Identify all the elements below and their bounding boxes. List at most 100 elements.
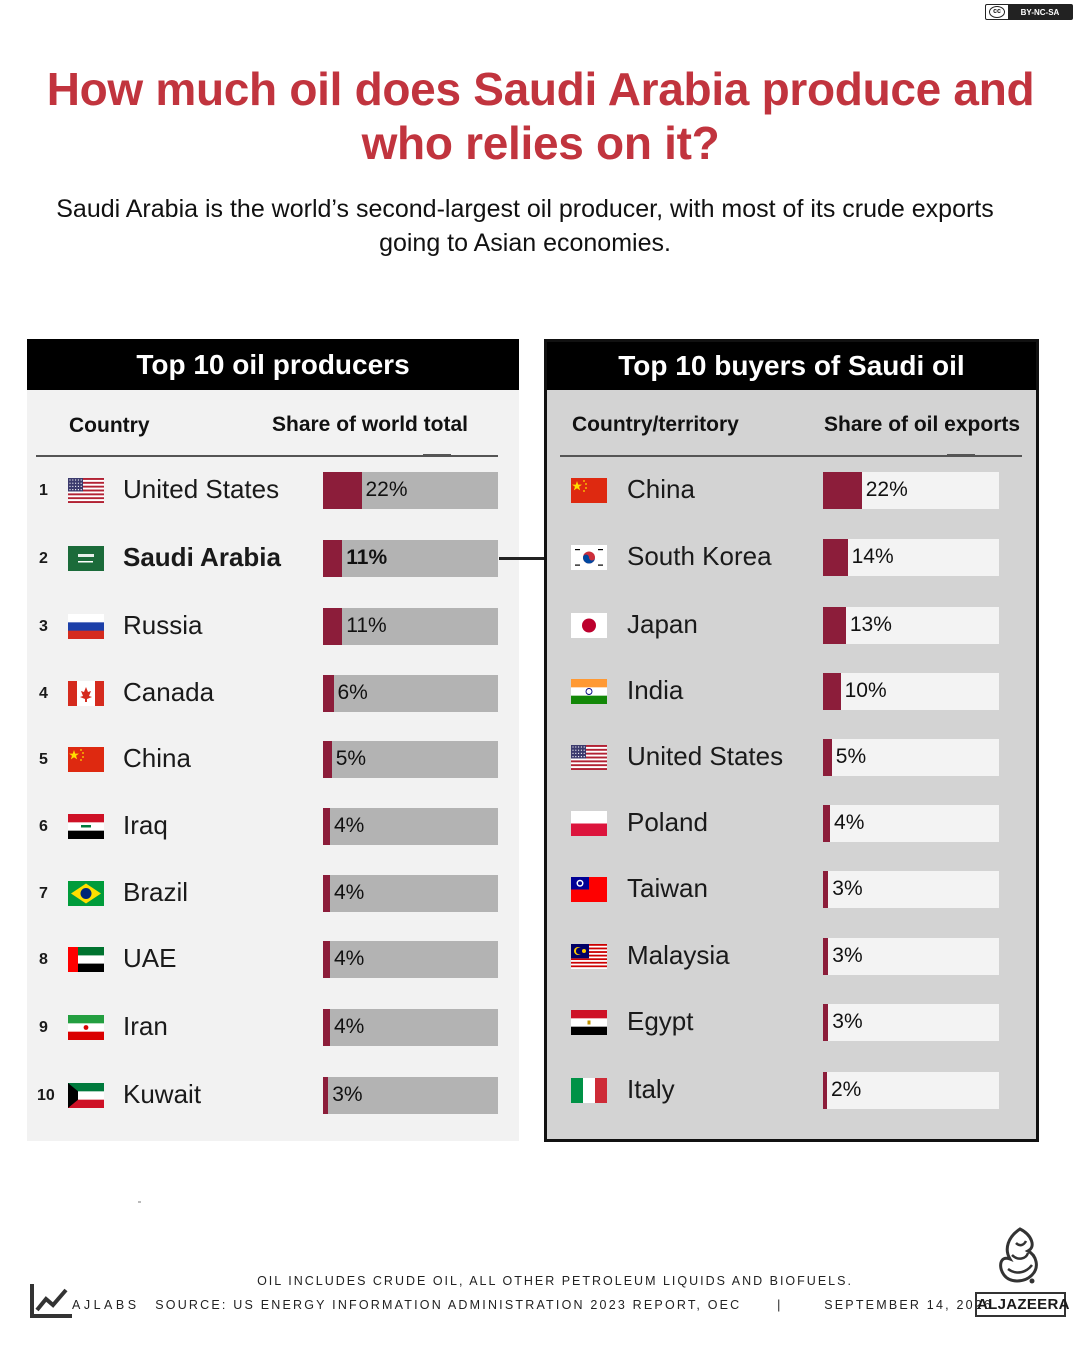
- share-label: 6%: [337, 681, 368, 704]
- japan-flag-icon: [571, 613, 607, 638]
- producer-row: 4 Canada 6%: [0, 674, 1081, 714]
- rank-number: 5: [39, 751, 48, 768]
- source-text: SOURCE: US ENERGY INFORMATION ADMINISTRA…: [155, 1298, 742, 1312]
- country-name: Canada: [123, 677, 215, 707]
- canada-flag-icon: [68, 681, 104, 706]
- bar-track: 3%: [323, 1077, 498, 1114]
- rank-number: 10: [37, 1087, 55, 1104]
- buyer-row: Italy 2%: [0, 1071, 1081, 1111]
- bar-track: 4%: [323, 808, 498, 845]
- uae-flag-icon: [68, 947, 104, 972]
- producer-row: 6 Iraq 4%: [0, 807, 1081, 847]
- russia-flag-icon: [68, 614, 104, 639]
- bar-track: 3%: [823, 1004, 999, 1041]
- producers-share-header: Share of world total: [272, 413, 469, 436]
- saudi-flag-icon: [68, 546, 104, 571]
- country-name: United States: [627, 741, 784, 771]
- country-name: India: [627, 675, 684, 705]
- share-label: 4%: [334, 881, 365, 904]
- rank-number: 4: [39, 685, 48, 702]
- bar-fill: [323, 472, 362, 509]
- bar-track: 11%: [323, 608, 498, 645]
- buyers-panel-title: Top 10 buyers of Saudi oil: [547, 342, 1036, 390]
- publish-date: SEPTEMBER 14, 2026: [824, 1298, 994, 1312]
- bar-fill: [823, 1004, 829, 1041]
- bar-fill: [823, 938, 829, 975]
- us-flag-icon: [68, 478, 104, 503]
- kuwait-flag-icon: [68, 1083, 104, 1108]
- bar-fill: [823, 871, 829, 908]
- producer-row: 9 Iran 4%: [0, 1008, 1081, 1048]
- share-label: 14%: [851, 545, 894, 568]
- share-label: 11%: [346, 614, 387, 637]
- bar-track: 10%: [823, 673, 999, 710]
- brazil-flag-icon: [68, 881, 104, 906]
- rank-number: 8: [39, 951, 48, 968]
- bar-fill: [823, 539, 848, 576]
- buyers-share-header: Share of oil exports: [824, 413, 1021, 436]
- bar-track: 4%: [823, 805, 999, 842]
- bar-track: 5%: [323, 741, 498, 778]
- producer-row: 10 Kuwait 3%: [0, 1076, 1081, 1116]
- share-label: 22%: [365, 478, 408, 501]
- iran-flag-icon: [68, 1015, 104, 1040]
- share-label: 4%: [834, 811, 865, 834]
- bar-track: 3%: [823, 938, 999, 975]
- bar-track: 13%: [823, 607, 999, 644]
- rank-number: 6: [39, 818, 48, 835]
- buyer-row: Poland 4%: [0, 804, 1081, 844]
- buyer-row: South Korea 14%: [0, 538, 1081, 578]
- bar-fill: [323, 608, 343, 645]
- rank-number: 3: [39, 618, 48, 635]
- buyer-row: India 10%: [0, 672, 1081, 712]
- india-flag-icon: [571, 679, 607, 704]
- share-label: 4%: [334, 1015, 365, 1038]
- bar-track: 4%: [323, 1009, 498, 1046]
- country-name: Italy: [627, 1074, 675, 1104]
- country-name: South Korea: [627, 541, 772, 571]
- share-label: 4%: [334, 947, 365, 970]
- poland-flag-icon: [571, 811, 607, 836]
- bar-track: 3%: [823, 871, 999, 908]
- page-subtitle: Saudi Arabia is the world’s second-large…: [56, 195, 994, 257]
- producer-row: 8 UAE 4%: [0, 940, 1081, 980]
- creative-commons-icon: cc: [989, 6, 1005, 18]
- bar-fill: [823, 1072, 827, 1109]
- share-label: 22%: [865, 478, 908, 501]
- bar-fill: [323, 675, 334, 712]
- producer-row: 5 China 5%: [0, 740, 1081, 780]
- country-name: Taiwan: [627, 873, 708, 903]
- bar-track: 11%: [323, 540, 498, 577]
- taiwan-flag-icon: [571, 877, 607, 902]
- rank-number: 9: [39, 1019, 48, 1036]
- license-text: BY-NC-SA: [1008, 5, 1072, 19]
- bar-track: 2%: [823, 1072, 999, 1109]
- egypt-flag-icon: [571, 1010, 607, 1035]
- buyer-row: Malaysia 3%: [0, 937, 1081, 977]
- producers-header-rule-accent: [423, 454, 451, 457]
- buyer-row: United States 5%: [0, 738, 1081, 778]
- country-name: Malaysia: [627, 940, 730, 970]
- buyer-row: Egypt 3%: [0, 1003, 1081, 1043]
- share-label: 5%: [335, 747, 367, 770]
- bar-fill: [823, 607, 846, 644]
- bar-fill: [823, 739, 832, 776]
- bar-track: 4%: [323, 875, 498, 912]
- source-line: AJLABS SOURCE: US ENERGY INFORMATION ADM…: [72, 1298, 1003, 1312]
- share-label: 4%: [334, 814, 365, 837]
- country-name: China: [627, 474, 695, 504]
- producer-row: 1 United States 22%: [0, 471, 1081, 511]
- ajlabs-chart-icon: [30, 1284, 72, 1318]
- page-title: How much oil does Saudi Arabia produce a…: [46, 63, 1035, 169]
- country-name: Iraq: [123, 810, 168, 840]
- aljazeera-logo-icon: [999, 1227, 1038, 1284]
- saudi-connector-line: [499, 557, 545, 560]
- bar-fill: [323, 875, 330, 912]
- share-label: 2%: [831, 1078, 862, 1101]
- south-korea-flag-icon: [571, 545, 607, 570]
- share-label: 3%: [832, 1010, 863, 1033]
- country-name: Egypt: [627, 1006, 694, 1036]
- producers-country-header: Country: [69, 414, 150, 437]
- producer-row: 3 Russia 11%: [0, 607, 1081, 647]
- country-name: United States: [123, 474, 280, 504]
